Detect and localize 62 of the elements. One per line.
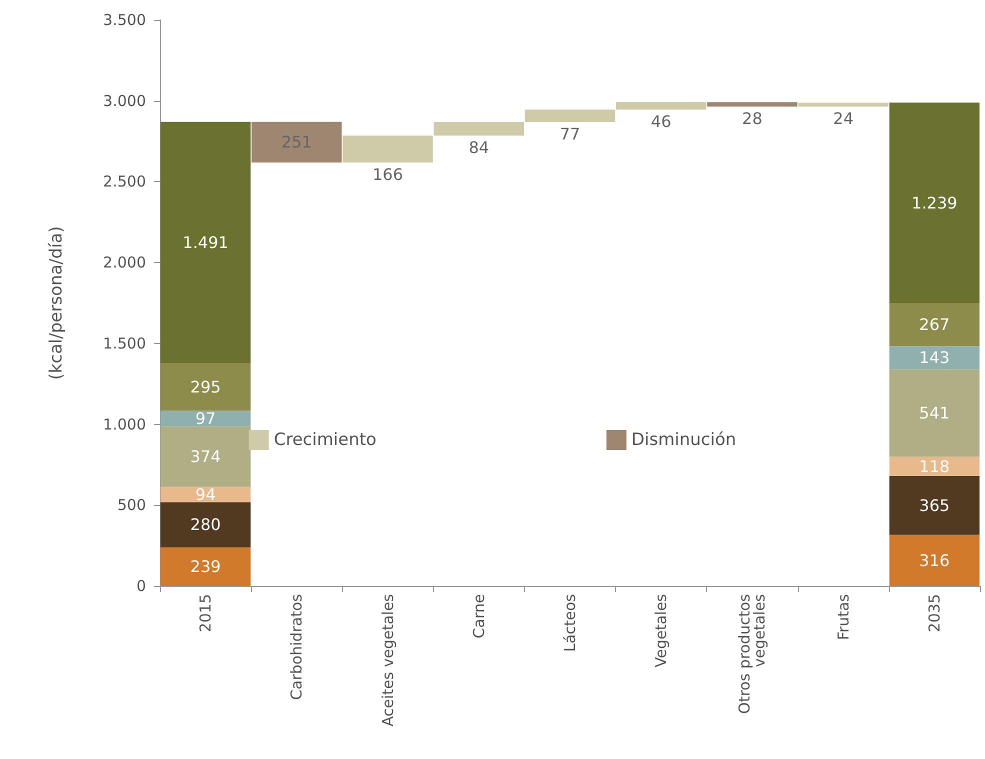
x-tick-label: Carbohidratos xyxy=(288,594,306,700)
data-label: 267 xyxy=(919,315,950,334)
bar xyxy=(160,426,251,487)
x-tick-label: Frutas xyxy=(834,594,852,640)
legend-label: Disminución xyxy=(631,430,736,450)
data-label: 84 xyxy=(468,138,490,158)
x-tick-label: Otros productos vegetales xyxy=(736,594,769,714)
data-label: 77 xyxy=(560,124,580,144)
bar xyxy=(434,122,524,136)
bar xyxy=(889,476,980,535)
data-label: 374 xyxy=(190,447,221,466)
x-tick-label: Carne xyxy=(470,594,488,638)
data-label: 94 xyxy=(195,484,216,504)
y-tick-label: 1.500 xyxy=(103,334,146,352)
data-label: 280 xyxy=(190,515,221,534)
y-tick-label: 1.000 xyxy=(103,415,146,434)
data-label: 28 xyxy=(742,109,762,128)
bar xyxy=(889,346,980,370)
bar xyxy=(342,136,433,162)
bar xyxy=(889,456,980,476)
y-tick-label: 2.000 xyxy=(103,254,146,272)
data-label: 295 xyxy=(190,377,221,396)
data-label: 97 xyxy=(195,409,216,428)
bar xyxy=(160,486,251,502)
data-label: 118 xyxy=(919,456,950,476)
bar xyxy=(798,102,888,107)
bar xyxy=(889,303,980,346)
y-tick-label: 3.500 xyxy=(103,11,146,29)
bar xyxy=(160,547,251,586)
bar xyxy=(616,102,706,110)
data-label: 541 xyxy=(919,404,950,423)
data-label: 46 xyxy=(650,112,672,132)
x-tick-label: 2015 xyxy=(196,594,215,632)
y-tick-label: 500 xyxy=(117,496,146,514)
data-label: 143 xyxy=(919,348,950,368)
x-tick-label: 2035 xyxy=(925,594,944,632)
y-tick-label: 3.000 xyxy=(103,92,146,110)
data-label: 24 xyxy=(833,109,854,128)
data-label: 1.239 xyxy=(912,193,958,212)
data-label: 166 xyxy=(372,164,404,184)
bar xyxy=(524,110,616,122)
y-axis-title: (kcal/persona/día) xyxy=(46,226,66,380)
data-label: 1.491 xyxy=(182,232,228,252)
bar xyxy=(252,122,342,162)
data-label: 365 xyxy=(919,496,950,515)
data-label: 251 xyxy=(281,132,312,152)
bar xyxy=(889,534,980,586)
y-tick-label: 2.500 xyxy=(103,172,146,191)
bar xyxy=(889,369,980,457)
x-tick-label: Lácteos xyxy=(561,594,579,652)
bar xyxy=(160,122,251,363)
bar xyxy=(889,102,980,303)
legend-label: Crecimiento xyxy=(274,430,376,450)
bar xyxy=(707,102,798,107)
y-tick-label: 0 xyxy=(136,577,146,595)
bar xyxy=(160,502,251,548)
data-label: 316 xyxy=(919,550,950,570)
x-tick-label: Aceites vegetales xyxy=(378,594,397,726)
bar xyxy=(160,362,251,411)
data-label: 239 xyxy=(190,557,221,576)
bar xyxy=(160,410,251,426)
x-tick-label: Vegetales xyxy=(652,594,670,668)
